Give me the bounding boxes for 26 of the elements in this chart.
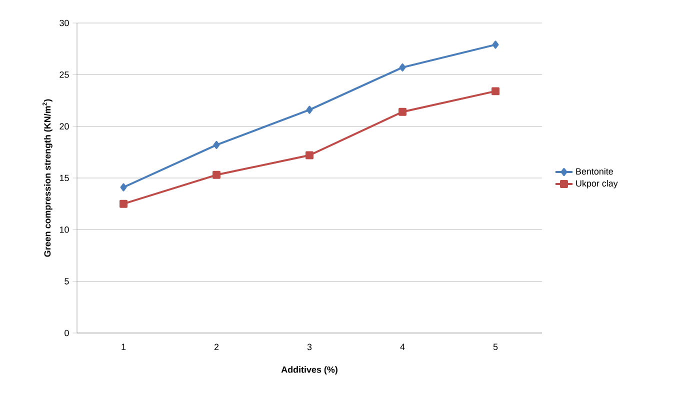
- point: [492, 40, 499, 49]
- point: [398, 108, 406, 116]
- y-tick-label: 5: [64, 278, 69, 284]
- x-tick-label: 4: [400, 344, 405, 350]
- x-tick-label: 3: [307, 344, 312, 350]
- y-axis-title: Green compression strength (KN/m$^{2}$): [42, 99, 52, 257]
- legend-label: Bentonite: [576, 168, 613, 175]
- point: [120, 183, 127, 192]
- legend-label: Ukpor clay: [576, 180, 618, 188]
- y-tick-label: 30: [60, 20, 69, 26]
- y-tick-label: 10: [60, 226, 69, 233]
- y-tick-label: 0: [64, 330, 69, 336]
- y-tick-label: 15: [60, 174, 69, 182]
- x-tick-label: 1: [122, 344, 126, 350]
- y-tick-label: 20: [60, 123, 69, 130]
- point: [306, 151, 314, 160]
- point: [213, 140, 220, 149]
- point: [399, 63, 406, 72]
- point: [212, 170, 220, 179]
- y-tick-label: 25: [60, 71, 69, 78]
- x-tick-label: 5: [493, 344, 498, 350]
- point: [120, 200, 128, 208]
- x-tick-label: 2: [214, 344, 219, 350]
- x-axis-title: Additives (%): [281, 366, 338, 375]
- point: [492, 87, 500, 96]
- point: [306, 106, 313, 114]
